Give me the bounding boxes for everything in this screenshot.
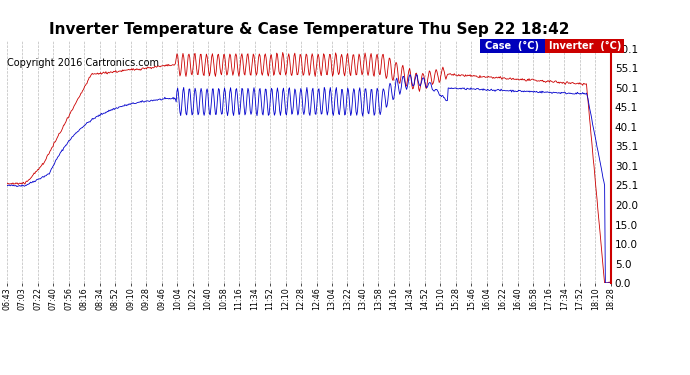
Text: Case  (°C): Case (°C) [485, 41, 540, 51]
Title: Inverter Temperature & Case Temperature Thu Sep 22 18:42: Inverter Temperature & Case Temperature … [48, 22, 569, 37]
Text: Inverter  (°C): Inverter (°C) [549, 41, 621, 51]
Text: Copyright 2016 Cartronics.com: Copyright 2016 Cartronics.com [7, 58, 159, 68]
